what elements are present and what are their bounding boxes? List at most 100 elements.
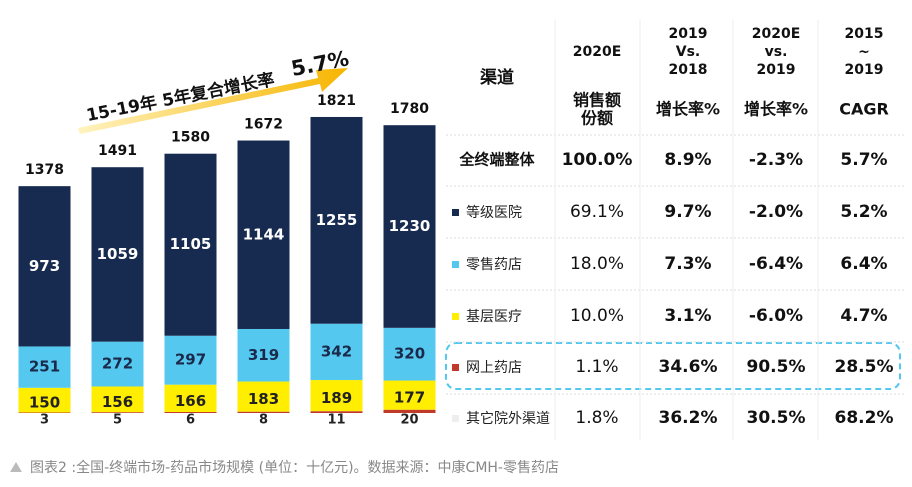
value-label: 251: [29, 358, 60, 376]
annotation-value: 5.7%: [289, 46, 351, 81]
caption-icon: [10, 462, 22, 472]
cell: 1.8%: [575, 408, 618, 428]
value-label: 320: [394, 345, 425, 363]
bar-segment: [164, 335, 217, 385]
bar-segment: [91, 167, 144, 342]
value-label: 11: [327, 413, 345, 428]
legend-swatch: [452, 209, 459, 216]
header-text: 2018: [669, 62, 708, 78]
bar-segment: [164, 384, 217, 413]
legend-swatch: [452, 415, 459, 422]
bar-segment: [18, 346, 71, 388]
header-text: 2019: [757, 62, 796, 78]
bar-segment: [237, 411, 290, 413]
cell: 1.1%: [575, 357, 618, 377]
cell: -2.3%: [749, 150, 803, 170]
bar-segment: [237, 328, 290, 382]
value-label: 8: [259, 413, 268, 428]
row-label: 其它院外渠道: [466, 410, 550, 427]
bar-segment: [18, 387, 71, 413]
bar-segment: [164, 153, 217, 336]
header-text: 2020E: [752, 26, 801, 42]
bar-segment: [237, 381, 290, 412]
value-label: 1059: [97, 245, 139, 263]
value-label: 272: [102, 355, 133, 373]
value-label: 319: [248, 346, 279, 364]
legend-swatch: [452, 261, 459, 268]
value-label: 297: [175, 351, 206, 369]
header-text: 2015: [845, 26, 884, 42]
cell: 100.0%: [562, 150, 633, 170]
header-text: 销售额: [573, 91, 621, 110]
cell: 30.5%: [747, 408, 806, 428]
bar-segment: [383, 327, 436, 381]
header-text: ~: [858, 44, 870, 60]
bar-segment: [310, 380, 363, 412]
bar-segment: [310, 411, 363, 413]
header-text: 2019: [669, 26, 708, 42]
bar-segment: [164, 412, 217, 413]
header-text: 份额: [581, 109, 613, 128]
cell: 68.2%: [835, 408, 894, 428]
value-label: 177: [394, 389, 425, 407]
value-label: 189: [321, 389, 352, 407]
bar-segment: [91, 341, 144, 387]
cell: -6.0%: [749, 306, 803, 326]
bar-segment: [383, 380, 436, 410]
value-label: 342: [321, 342, 352, 360]
value-label: 183: [248, 390, 279, 408]
bar-segment: [310, 323, 363, 381]
cell: -6.4%: [749, 254, 803, 274]
header-text: 渠道: [479, 67, 514, 88]
header-text: CAGR: [839, 100, 889, 119]
row-label: 等级医院: [466, 204, 522, 221]
value-label: 150: [29, 394, 60, 412]
cell: 5.7%: [840, 150, 887, 170]
cell: 3.1%: [664, 306, 711, 326]
cell: 8.9%: [664, 150, 711, 170]
total-label: 1672: [244, 117, 283, 133]
value-label: 1255: [316, 211, 358, 229]
growth-arrow: [78, 68, 348, 134]
row-label: 网上药店: [466, 360, 522, 376]
value-label: 1230: [389, 217, 431, 235]
value-label: 6: [186, 413, 195, 428]
row-label: 零售药店: [466, 257, 522, 273]
cell: 90.5%: [747, 357, 806, 377]
bar-segment: [383, 125, 436, 328]
value-label: 5: [113, 413, 122, 428]
bar-segment: [310, 116, 363, 324]
bar-segment: [91, 412, 144, 413]
header-text: 增长率%: [744, 100, 808, 119]
bar-segment: [383, 409, 436, 413]
cell: 7.3%: [664, 254, 711, 274]
total-label: 1378: [25, 162, 64, 178]
legend-swatch: [452, 364, 459, 371]
cell: 28.5%: [835, 357, 894, 377]
cell: -2.0%: [749, 202, 803, 222]
value-label: 3: [40, 413, 49, 428]
bar-segment: [91, 386, 144, 413]
cell: 4.7%: [840, 306, 887, 326]
cell: 18.0%: [570, 254, 624, 274]
value-label: 973: [29, 257, 60, 275]
value-label: 156: [102, 393, 133, 411]
value-label: 166: [175, 392, 206, 410]
header-text: 增长率%: [656, 100, 720, 119]
header-text: 2020E: [573, 44, 622, 60]
cell: 9.7%: [664, 202, 711, 222]
bar-segment: [237, 140, 290, 329]
total-label: 1491: [98, 143, 137, 159]
total-label: 1580: [171, 130, 210, 146]
cell: 69.1%: [570, 202, 624, 222]
value-label: 20: [400, 413, 418, 428]
cell: 10.0%: [570, 306, 624, 326]
total-label: 1780: [390, 101, 429, 117]
header-text: 2019: [845, 62, 884, 78]
legend-swatch: [452, 313, 459, 320]
cell: 5.2%: [840, 202, 887, 222]
value-label: 1144: [243, 225, 285, 243]
row-label: 基层医疗: [466, 308, 522, 325]
cell: 34.6%: [659, 357, 718, 377]
highlight-box: [445, 342, 901, 390]
